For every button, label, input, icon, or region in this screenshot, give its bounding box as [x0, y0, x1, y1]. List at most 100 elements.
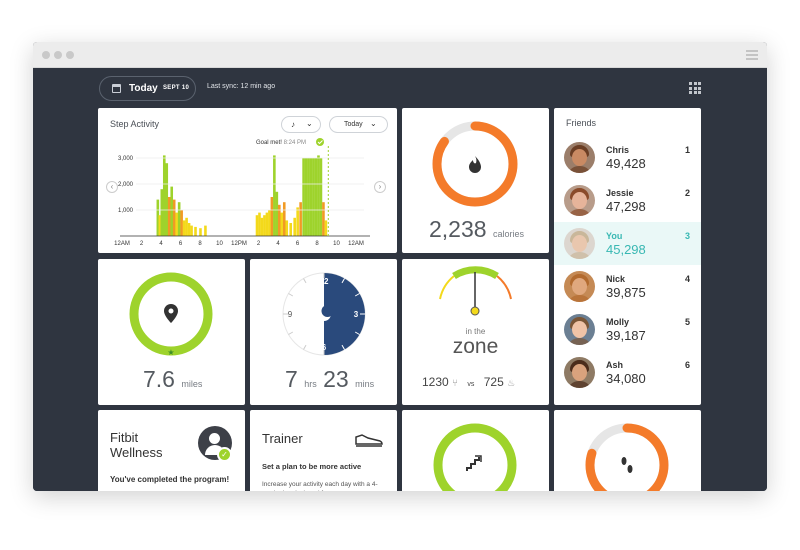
distance-unit: miles [181, 379, 203, 389]
step-bar [322, 202, 325, 236]
step-bar [289, 223, 293, 236]
today-label: Today [129, 83, 158, 94]
distance-card[interactable]: ★ 7.6 miles [98, 259, 245, 405]
clock-label-3: 3 [354, 310, 359, 319]
sync-status: Last sync: 12 min ago [207, 83, 276, 90]
browser-window: Today SEPT 10 Last sync: 12 min ago Step… [33, 42, 767, 491]
avatar [564, 271, 595, 302]
check-badge-icon: ✓ [217, 447, 232, 462]
friend-rank: 3 [684, 231, 690, 241]
location-pin-icon [164, 304, 178, 323]
calories-value: 2,238 calories [429, 216, 524, 242]
date-selector[interactable]: Today SEPT 10 [99, 76, 196, 101]
friend-name: You [606, 231, 623, 241]
avatar [564, 142, 595, 173]
zone-stats: 1230 ⑂ vs 725 ♨ [422, 375, 515, 389]
moon-icon [317, 305, 334, 321]
friends-card[interactable]: Friends Chris 49,428 1 Jessie 47,298 2 You 45,2… [554, 108, 701, 405]
window-dot-maximize[interactable] [66, 51, 74, 59]
step-activity-card[interactable]: Step Activity ♪ ⌄ Today ⌄ Goal met! 8:24… [98, 108, 397, 253]
chart-next-button[interactable]: › [374, 181, 386, 193]
chart-prev-button[interactable]: ‹ [106, 181, 118, 193]
window-dot-minimize[interactable] [54, 51, 62, 59]
window-dot-close[interactable] [42, 51, 50, 59]
step-activity-chart: Goal met! 8:24 PM 3,000 2,000 1,000 12AM 2 4… [114, 138, 370, 247]
active-minutes: 1230 [422, 375, 449, 389]
friend-name: Nick [606, 274, 626, 284]
gauge-needle-cap [470, 306, 480, 316]
clock-label-6: 6 [322, 343, 327, 352]
x-tick-label: 6 [179, 241, 183, 247]
browser-chrome [33, 42, 767, 68]
step-bar [324, 220, 328, 236]
step-bar [312, 158, 315, 236]
step-bar [302, 158, 305, 236]
dashboard: Today SEPT 10 Last sync: 12 min ago Step… [33, 68, 767, 491]
avatar [564, 228, 595, 259]
step-bar [307, 158, 310, 236]
step-bar [182, 220, 186, 236]
step-bar [204, 225, 207, 236]
step-bar [317, 155, 320, 236]
wellness-body: You've completed the program! [110, 475, 230, 484]
distance-value: 7.6 miles [143, 366, 203, 392]
steps-card[interactable] [554, 410, 701, 491]
goal-check-icon [316, 138, 324, 146]
step-bar [187, 223, 191, 236]
calendar-icon [112, 84, 121, 93]
friend-row[interactable]: Chris 49,428 1 [554, 136, 701, 179]
step-bar [167, 197, 171, 236]
flame-icon [469, 156, 481, 173]
active-zone-card[interactable]: in the zone 1230 ⑂ vs 725 ♨ [402, 259, 549, 405]
step-bar [165, 163, 169, 236]
friend-row[interactable]: Jessie 47,298 2 [554, 179, 701, 222]
grid-menu-icon[interactable] [689, 82, 701, 94]
y-tick-label: 1,000 [118, 208, 134, 214]
clock-tick [341, 344, 345, 350]
friend-row[interactable]: Nick 39,875 4 [554, 265, 701, 308]
range-dropdown[interactable]: Today ⌄ [329, 116, 388, 133]
friend-steps: 47,298 [606, 199, 646, 214]
step-bar [158, 215, 162, 236]
step-bar [309, 158, 313, 236]
clock-label-9: 9 [288, 310, 293, 319]
floors-card[interactable] [402, 410, 549, 491]
x-tick-label: 12PM [231, 241, 247, 247]
friend-rank: 2 [684, 188, 690, 198]
step-bar [265, 212, 269, 236]
clock-tick [288, 331, 294, 335]
step-bar [255, 215, 259, 236]
x-tick-label: 4 [276, 241, 280, 247]
sleep-clock: 12 3 6 9 [282, 272, 366, 356]
calories-card[interactable]: 2,238 calories [402, 108, 549, 253]
step-bar [293, 217, 296, 236]
clock-tick [341, 278, 345, 284]
activity-type-dropdown[interactable]: ♪ ⌄ [281, 116, 321, 133]
steps-ring [585, 423, 669, 491]
friend-steps: 39,875 [606, 285, 646, 300]
x-tick-label: 6 [296, 241, 300, 247]
flame-small-icon: ♨ [507, 378, 516, 388]
goal-star-icon: ★ [167, 348, 174, 357]
step-bar [275, 191, 279, 236]
friends-title: Friends [566, 118, 597, 128]
browser-menu-icon[interactable] [746, 50, 758, 60]
step-bar [160, 189, 164, 236]
wellness-title: Fitbit Wellness [110, 430, 163, 460]
friend-row[interactable]: Molly 39,187 5 [554, 308, 701, 351]
sleep-card[interactable]: 12 3 6 9 7 hrs 23 mins [250, 259, 397, 405]
friend-row[interactable]: You 45,298 3 [554, 222, 701, 265]
trainer-card[interactable]: Trainer Set a plan to be more active Inc… [250, 410, 397, 491]
step-bar [170, 186, 174, 236]
wellness-card[interactable]: Fitbit Wellness ✓ You've completed the p… [98, 410, 245, 491]
shoe-icon [355, 434, 383, 447]
x-tick-label: 4 [159, 241, 163, 247]
friend-steps: 34,080 [606, 371, 646, 386]
x-tick-label: 8 [315, 241, 319, 247]
x-tick-label: 2 [257, 241, 261, 247]
calories-unit: calories [492, 229, 524, 239]
step-bar [260, 217, 264, 236]
friend-row[interactable]: Ash 34,080 6 [554, 351, 701, 394]
step-bar [175, 212, 178, 236]
step-bar [177, 202, 181, 236]
